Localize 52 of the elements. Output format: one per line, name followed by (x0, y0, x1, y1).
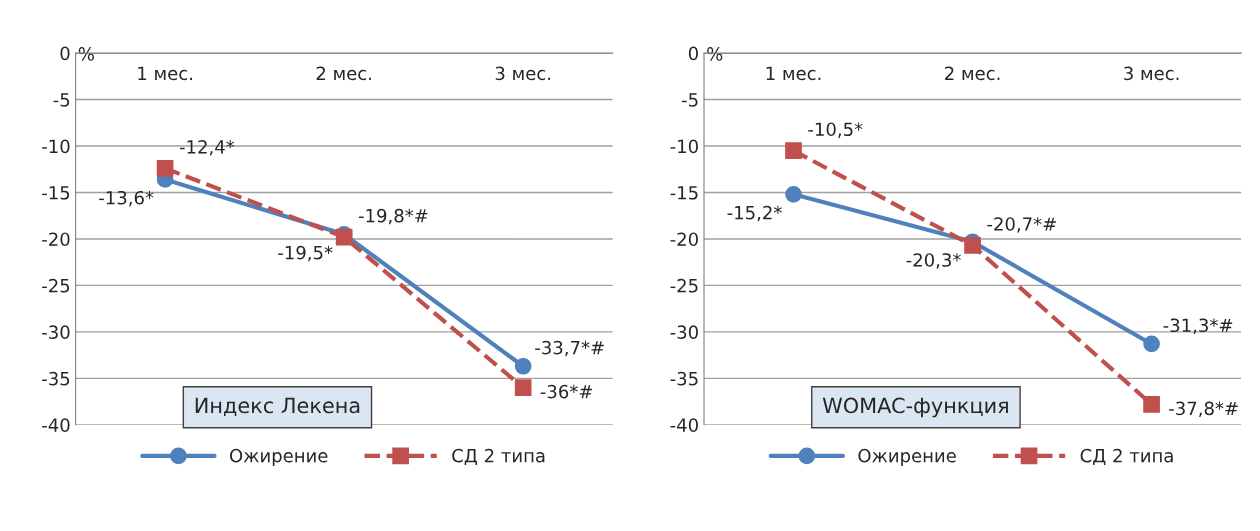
x-tick-label: 3 мес. (495, 66, 551, 81)
point (514, 379, 532, 396)
y-tick-label: -35 (670, 371, 698, 386)
data-label: -37,8*# (1169, 401, 1238, 417)
y-tick-label: -30 (42, 325, 70, 339)
legend-label: СД 2 типа (452, 448, 545, 466)
data-label: -31,3*# (1163, 318, 1233, 334)
y-tick-label: -20 (42, 232, 70, 247)
y-tick-label: -10 (670, 139, 698, 154)
data-label: -20,7*# (987, 217, 1056, 233)
y-tick-label: 0 (60, 46, 70, 61)
text: Индекс Лекена (195, 397, 360, 416)
point (964, 237, 981, 254)
y-tick-label: -35 (42, 371, 70, 386)
y-tick-label: -15 (42, 186, 70, 200)
data-label: -20,3* (906, 253, 961, 269)
y-tick-label: -15 (670, 186, 698, 200)
data-label: -33,7*# (535, 340, 604, 357)
data-label: -12,4* (179, 140, 235, 156)
x-tick-label: 2 мес. (945, 66, 1000, 81)
y-tick-label: -40 (670, 418, 698, 432)
y-tick-label: -40 (42, 418, 70, 432)
y-tick-label: -10 (42, 139, 70, 154)
legend-label: Ожирение (229, 448, 328, 466)
legend-label: Ожирение (858, 448, 956, 466)
y-tick-label: -25 (42, 278, 70, 293)
x-tick-label: 1 мес. (138, 66, 192, 81)
y-tick-label: -5 (53, 93, 70, 107)
data-label: -36*# (540, 384, 593, 399)
point (1143, 335, 1160, 353)
legend-label: СД 2 типа (1080, 448, 1173, 466)
y-axis-title: % (78, 47, 94, 61)
y-tick-label: -25 (670, 278, 698, 293)
point (1143, 396, 1160, 413)
x-tick-label: 1 мес. (766, 66, 821, 81)
data-label: -19,8*# (358, 208, 428, 225)
y-axis-title: % (707, 47, 723, 61)
y-tick-label: -30 (670, 325, 698, 339)
point (514, 357, 532, 375)
point (156, 159, 174, 177)
data-label: -10,5* (808, 122, 863, 138)
x-tick-label: 2 мес. (316, 66, 372, 81)
point (785, 142, 802, 160)
y-tick-label: -5 (682, 93, 698, 107)
y-tick-label: 0 (688, 46, 698, 61)
text: WOMAC-функция (822, 397, 1008, 418)
x-tick-label: 3 мес. (1124, 66, 1179, 81)
data-label: -13,6* (99, 190, 154, 207)
y-tick-label: -20 (670, 232, 698, 247)
point (785, 186, 802, 203)
data-label: -15,2* (727, 205, 782, 222)
data-label: -19,5* (278, 245, 333, 262)
